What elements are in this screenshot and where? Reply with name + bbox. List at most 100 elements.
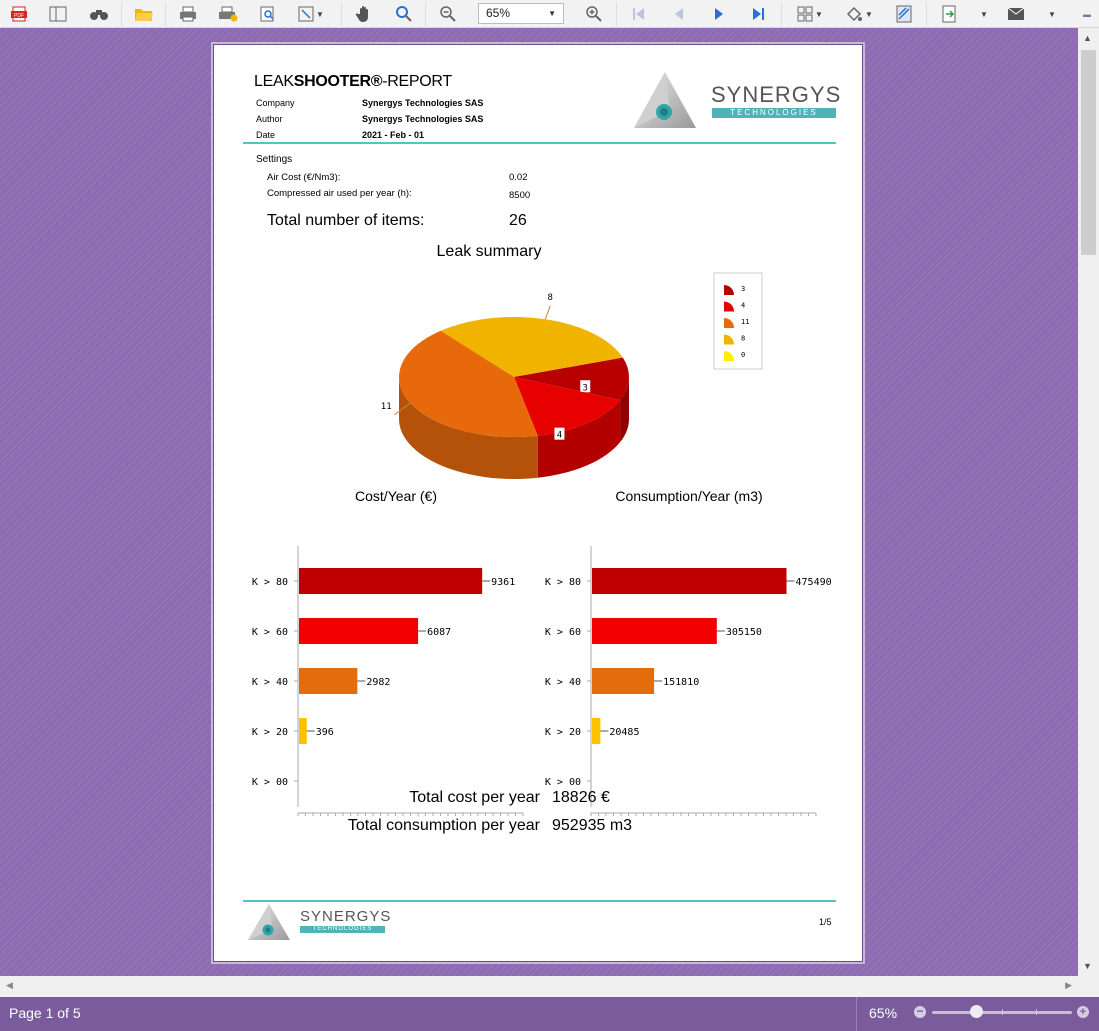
bar-value-label: 151810 xyxy=(663,677,699,688)
scroll-left-icon[interactable]: ◀ xyxy=(6,980,13,990)
pie-slice-side xyxy=(620,377,629,443)
report-title: LEAKSHOOTER®-REPORT xyxy=(254,73,452,91)
consumption-per-year-chart: Consumption/Year (m3) K > 80 475490 K > 60… xyxy=(545,488,832,816)
air-cost-value: 0.02 xyxy=(509,172,528,183)
pie-slice-side xyxy=(399,377,538,479)
total-items-value: 26 xyxy=(509,212,527,229)
zoom-slider-tick xyxy=(1036,1009,1037,1015)
total-items-label: Total number of items: xyxy=(267,212,425,229)
zoom-out-icon[interactable] xyxy=(437,3,459,25)
find-text-icon[interactable] xyxy=(257,3,279,25)
pie-slice-3 xyxy=(514,357,629,401)
bar-value-label: 396 xyxy=(316,727,334,738)
bar-category-label: K > 20 xyxy=(545,727,581,738)
print-icon[interactable] xyxy=(177,3,199,25)
total-consumption-label: Total consumption per year xyxy=(347,817,540,834)
bar-value-label: 20485 xyxy=(609,727,639,738)
pie-leader-line xyxy=(544,305,551,320)
zoom-in-icon[interactable] xyxy=(583,3,605,25)
legend-swatch-11 xyxy=(724,318,734,328)
export-icon[interactable] xyxy=(938,3,960,25)
page-number: 1/5 xyxy=(819,917,832,927)
watermark-icon[interactable] xyxy=(893,3,915,25)
zoom-slider-knob[interactable] xyxy=(970,1005,983,1018)
pdf-export-icon[interactable]: PDF xyxy=(8,3,30,25)
bar-category-label: K > 40 xyxy=(252,677,288,688)
zoom-icon[interactable] xyxy=(393,3,415,25)
bar-value-label: 2982 xyxy=(366,677,390,688)
scroll-right-icon[interactable]: ▶ xyxy=(1065,980,1072,990)
pie-slice-4 xyxy=(514,377,621,436)
total-consumption-value: 952935 m3 xyxy=(552,817,633,834)
layout-icon[interactable] xyxy=(47,3,69,25)
zoom-slider-tick xyxy=(1002,1009,1003,1015)
air-hours-label: Compressed air used per year (h): xyxy=(267,188,412,199)
next-page-icon[interactable] xyxy=(708,3,730,25)
email-icon[interactable] xyxy=(1005,3,1027,25)
document-viewer[interactable]: LEAKSHOOTER®-REPORT Company Synergys Tec… xyxy=(0,28,1078,976)
multipage-icon[interactable]: ▼ xyxy=(793,3,827,25)
zoom-select-value: 65% xyxy=(486,6,511,20)
vertical-scroll-thumb[interactable] xyxy=(1081,50,1096,255)
zoom-out-small-icon[interactable]: − xyxy=(914,1005,926,1018)
find-binoculars-icon[interactable] xyxy=(88,3,110,25)
bar-K > 80 xyxy=(299,568,483,594)
bar-K > 40 xyxy=(299,668,358,694)
status-divider xyxy=(856,997,857,1031)
scrollbar-corner xyxy=(1078,976,1099,997)
pie-label-box xyxy=(554,427,565,440)
company-label: Company xyxy=(256,98,295,108)
zoom-in-small-icon[interactable]: + xyxy=(1077,1006,1089,1018)
bar-category-label: K > 00 xyxy=(252,777,288,788)
print-setup-icon[interactable] xyxy=(217,3,239,25)
company-value: Synergys Technologies SAS xyxy=(362,98,484,108)
title-prefix: LEAK xyxy=(254,73,294,90)
bar-category-label: K > 00 xyxy=(545,777,581,788)
author-value: Synergys Technologies SAS xyxy=(362,114,484,124)
last-page-icon[interactable] xyxy=(747,3,769,25)
previous-page-icon[interactable] xyxy=(668,3,690,25)
legend-label-3: 3 xyxy=(741,285,745,293)
cost-per-year-chart: Cost/Year (€) K > 80 9361 K > 60 6087 K > 40… xyxy=(252,488,524,816)
hand-tool-icon[interactable] xyxy=(353,3,375,25)
pie-label-8: 8 xyxy=(547,293,552,303)
bar-K > 40 xyxy=(592,668,655,694)
bar-category-label: K > 40 xyxy=(545,677,581,688)
date-value: 2021 - Feb - 01 xyxy=(362,130,425,140)
bar-value-label: 6087 xyxy=(427,627,451,638)
bar-category-label: K > 60 xyxy=(545,627,581,638)
bar-K > 20 xyxy=(299,718,307,744)
legend-swatch-4 xyxy=(724,301,734,312)
footer-logo-triangle-icon xyxy=(248,904,290,940)
toolbar-overflow-icon[interactable]: ▬ xyxy=(1083,9,1091,19)
consumption-chart-title: Consumption/Year (m3) xyxy=(615,488,762,504)
first-page-icon[interactable] xyxy=(628,3,650,25)
email-menu-chevron-icon[interactable]: ▼ xyxy=(1048,9,1056,19)
open-folder-icon[interactable] xyxy=(133,3,155,25)
report-page: LEAKSHOOTER®-REPORT Company Synergys Tec… xyxy=(213,44,863,962)
footer-divider xyxy=(243,900,836,902)
vertical-scrollbar[interactable]: ▲ ▼ xyxy=(1078,28,1099,976)
legend-label-0: 0 xyxy=(741,351,745,359)
cost-chart-title: Cost/Year (€) xyxy=(355,488,437,504)
bar-K > 60 xyxy=(592,618,717,644)
status-bar: Page 1 of 5 65% − + xyxy=(0,997,1099,1031)
bar-value-label: 305150 xyxy=(726,627,762,638)
logo-triangle-icon xyxy=(634,72,696,128)
horizontal-scrollbar[interactable]: ◀ ▶ xyxy=(0,976,1078,997)
pie-label-box xyxy=(580,380,591,393)
author-label: Author xyxy=(256,114,283,124)
pie-label-3: 3 xyxy=(583,383,588,393)
page-color-icon[interactable]: ▼ xyxy=(842,3,876,25)
page-info: Page 1 of 5 xyxy=(9,1005,81,1021)
date-label: Date xyxy=(256,130,276,140)
legend-label-4: 4 xyxy=(741,302,745,310)
zoom-select[interactable]: 65% ▼ xyxy=(478,3,564,24)
bar-K > 20 xyxy=(592,718,601,744)
pie-chart-title: Leak summary xyxy=(437,243,542,260)
fit-page-icon[interactable]: ▼ xyxy=(297,3,325,25)
scroll-up-icon[interactable]: ▲ xyxy=(1083,33,1092,43)
export-menu-chevron-icon[interactable]: ▼ xyxy=(980,9,988,19)
scroll-down-icon[interactable]: ▼ xyxy=(1083,961,1092,971)
bar-K > 80 xyxy=(592,568,787,594)
